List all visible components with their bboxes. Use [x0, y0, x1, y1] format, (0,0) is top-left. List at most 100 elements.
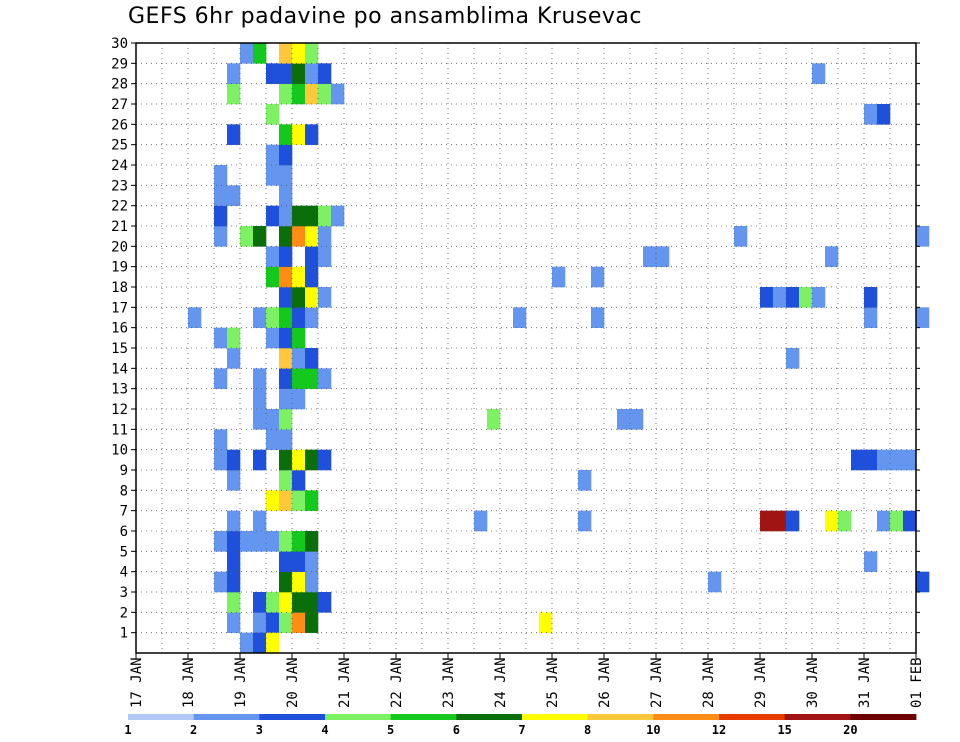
- precip-cell: [305, 490, 319, 511]
- precip-cell: [513, 307, 527, 328]
- precip-cell: [318, 205, 332, 227]
- precip-cell: [305, 287, 319, 308]
- precip-cell: [305, 551, 319, 572]
- y-tick-label: 2: [120, 605, 128, 621]
- x-tick-label: 24 JAN: [493, 657, 509, 708]
- precip-cell: [253, 226, 267, 247]
- colorbar-swatch: [390, 714, 457, 720]
- precip-cell: [292, 266, 306, 288]
- precip-cell: [266, 490, 280, 511]
- precip-cell: [656, 246, 670, 267]
- precip-cell: [292, 327, 306, 349]
- y-tick-label: 3: [120, 585, 128, 601]
- precip-cell: [318, 449, 332, 471]
- precip-cell: [279, 409, 293, 430]
- precip-cell: [890, 510, 904, 532]
- precip-cell: [279, 571, 293, 593]
- precip-cell: [318, 287, 332, 308]
- precip-cell: [253, 632, 267, 654]
- precip-cell: [773, 510, 787, 532]
- x-tick-label: 18 JAN: [181, 657, 197, 708]
- precip-cell: [188, 307, 202, 328]
- precip-cell: [266, 144, 280, 166]
- y-tick-label: 8: [120, 483, 128, 499]
- precip-cell: [864, 307, 878, 328]
- precip-cell: [214, 205, 228, 227]
- colorbar-label: 3: [256, 723, 263, 737]
- precip-cell: [552, 266, 566, 288]
- y-tick-label: 10: [111, 443, 128, 459]
- precip-cell: [305, 205, 319, 227]
- precip-cell: [227, 551, 241, 572]
- precip-cell: [318, 63, 332, 84]
- precip-cell: [214, 368, 228, 389]
- precip-cell: [253, 592, 267, 613]
- colorbar-label: 10: [646, 723, 660, 737]
- y-tick-label: 24: [111, 158, 128, 174]
- precip-cell: [227, 124, 241, 145]
- precip-cell: [877, 510, 891, 532]
- y-tick-label: 13: [111, 382, 128, 398]
- precip-cell: [799, 287, 813, 308]
- precip-cell: [279, 83, 293, 105]
- colorbar-label: 5: [387, 723, 394, 737]
- precip-cell: [279, 307, 293, 328]
- y-tick-label: 14: [111, 361, 128, 377]
- precip-cell: [279, 470, 293, 491]
- y-tick-label: 7: [120, 504, 128, 520]
- precip-cell: [227, 63, 241, 84]
- x-tick-label: 31 JAN: [857, 657, 873, 708]
- precip-cell: [266, 307, 280, 328]
- x-tick-label: 25 JAN: [545, 657, 561, 708]
- y-tick-label: 22: [111, 199, 128, 215]
- precip-cell: [643, 246, 657, 267]
- precip-cell: [305, 449, 319, 471]
- precip-cell: [266, 531, 280, 552]
- x-tick-label: 20 JAN: [285, 657, 301, 708]
- precip-cell: [292, 287, 306, 308]
- y-tick-label: 18: [111, 280, 128, 296]
- precip-cell: [292, 83, 306, 105]
- x-tick-label: 17 JAN: [129, 657, 145, 708]
- precip-cell: [864, 104, 878, 125]
- precip-cell: [279, 205, 293, 227]
- x-tick-label: 30 JAN: [805, 657, 821, 708]
- precip-cell: [305, 368, 319, 389]
- precip-cell: [331, 83, 345, 105]
- precip-cell: [305, 83, 319, 105]
- precip-cell: [227, 612, 241, 633]
- precip-cell: [266, 612, 280, 633]
- precip-cell: [253, 612, 267, 633]
- precip-cell: [903, 510, 917, 532]
- precip-cell: [279, 551, 293, 572]
- precip-cell: [812, 63, 826, 84]
- precip-cell: [305, 226, 319, 247]
- precip-cell: [292, 348, 306, 369]
- colorbar-label: 15: [777, 723, 791, 737]
- precip-cell: [487, 409, 501, 430]
- precip-cell: [305, 124, 319, 145]
- precip-cell: [240, 226, 254, 247]
- precip-cell: [266, 592, 280, 613]
- x-tick-label: 19 JAN: [233, 657, 249, 708]
- precip-cell: [227, 510, 241, 532]
- precip-cell: [240, 531, 254, 552]
- precip-cell: [305, 266, 319, 288]
- precip-cell: [292, 63, 306, 84]
- precip-cell: [214, 327, 228, 349]
- precip-cell: [591, 266, 605, 288]
- precip-cell: [240, 632, 254, 654]
- precip-cell: [877, 104, 891, 125]
- precip-cell: [266, 409, 280, 430]
- y-tick-label: 29: [111, 56, 128, 72]
- y-tick-label: 23: [111, 178, 128, 194]
- precip-cell: [292, 226, 306, 247]
- precip-cell: [279, 612, 293, 633]
- precip-cell: [266, 104, 280, 125]
- precip-cell: [279, 63, 293, 84]
- y-tick-label: 12: [111, 402, 128, 418]
- precip-cell: [318, 592, 332, 613]
- precip-cell: [279, 449, 293, 471]
- precip-cell: [279, 185, 293, 206]
- precip-cell: [305, 592, 319, 613]
